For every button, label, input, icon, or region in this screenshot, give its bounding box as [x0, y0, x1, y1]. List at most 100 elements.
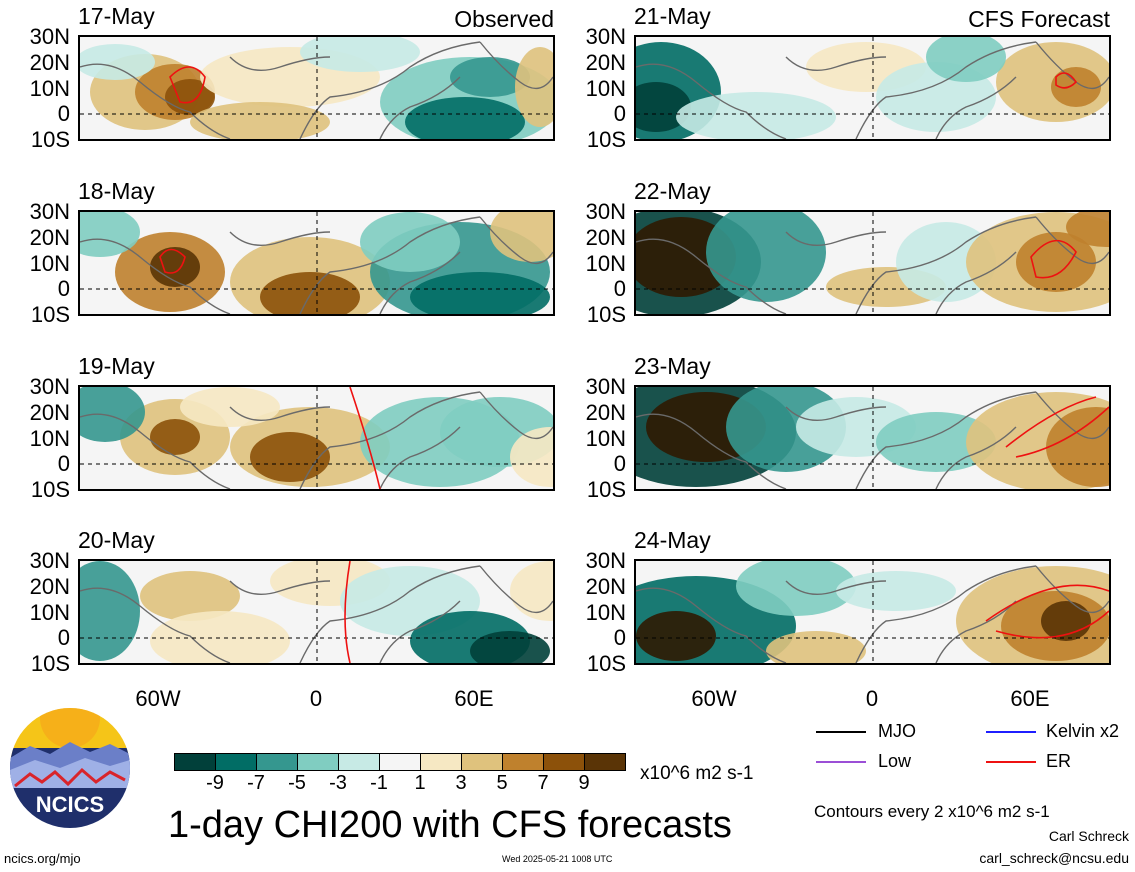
er-contour	[1005, 396, 1109, 458]
lat-label: 10N	[585, 76, 626, 101]
lat-label: 30N	[585, 374, 626, 399]
lat-label: 30N	[585, 548, 626, 573]
coastline	[935, 600, 1017, 663]
chi200-anomaly-region	[766, 631, 866, 663]
legend-label-low: Low	[878, 751, 912, 771]
map-observed-17-may	[78, 35, 555, 141]
lat-label: 10N	[585, 426, 626, 451]
er-contour	[169, 66, 206, 104]
chi200-anomaly-region	[515, 47, 553, 127]
chi200-anomaly-region	[836, 571, 956, 611]
map-forecast-23-may	[634, 385, 1111, 491]
chi200-anomaly-region	[260, 272, 360, 314]
colorbar-swatch	[420, 753, 462, 771]
colorbar-tick-label: -9	[206, 772, 224, 794]
chi200-anomaly-region	[150, 419, 200, 455]
lat-label: 30N	[29, 24, 70, 49]
colorbar-tick-label: 5	[496, 772, 508, 794]
lat-label: 10S	[30, 127, 70, 152]
lat-label: 0	[613, 101, 626, 126]
colorbar-tick-label: 3	[455, 772, 467, 794]
legend-label-er: ER	[1046, 751, 1072, 771]
er-contour	[1055, 72, 1078, 89]
colorbar-tick-label: -5	[288, 772, 306, 794]
coastline	[636, 238, 787, 314]
chi200-anomaly-region	[80, 561, 140, 661]
lat-label: 30N	[29, 548, 70, 573]
chi200-anomaly-region	[470, 631, 550, 663]
er-contour	[1030, 239, 1077, 279]
lat-label: 30N	[585, 24, 626, 49]
lat-label: 20N	[29, 225, 70, 250]
chi200-anomaly-region	[896, 222, 996, 302]
lat-label: 0	[613, 276, 626, 301]
chi200-anomaly-region	[410, 272, 550, 314]
lon-label-0-right: 0	[865, 686, 879, 711]
main-title: 1-day CHI200 with CFS forecasts	[168, 804, 732, 846]
colorbar-tick-label: -3	[329, 772, 347, 794]
coastline	[935, 426, 1017, 489]
contour-note: Contours every 2 x10^6 m2 s-1	[814, 802, 1050, 821]
chi200-anomaly-region	[706, 212, 826, 302]
er-contour	[344, 561, 351, 663]
panel-date-observed-2: 18-May	[78, 178, 155, 204]
observed-column-title: Observed	[454, 6, 554, 32]
forecast-column-title: CFS Forecast	[968, 6, 1110, 32]
lat-label: 30N	[585, 199, 626, 224]
lat-label: 0	[57, 625, 70, 650]
chi200-anomaly-region	[190, 102, 330, 139]
coastline	[636, 63, 787, 139]
coastline	[229, 231, 331, 246]
coastline	[479, 391, 553, 440]
lat-label: 10N	[29, 600, 70, 625]
coastline	[379, 251, 461, 314]
lat-label: 20N	[585, 400, 626, 425]
lat-label: 20N	[29, 50, 70, 75]
wave-legend: MJO Kelvin x2 Low ER	[816, 720, 1126, 780]
colorbar-tick-label: -7	[247, 772, 265, 794]
lat-label: 10S	[30, 651, 70, 676]
coastline	[379, 426, 461, 489]
chi200-anomaly-region	[510, 427, 553, 487]
chi200-anomaly-region	[676, 92, 836, 139]
site-url: ncics.org/mjo	[4, 851, 81, 866]
logo-text: NCICS	[36, 792, 104, 817]
chi200-anomaly-region	[250, 432, 330, 482]
coastline	[479, 216, 553, 265]
legend-label-kelvin: Kelvin x2	[1046, 721, 1120, 741]
chi200-anomaly-region	[490, 212, 553, 262]
lat-label: 10S	[30, 477, 70, 502]
lat-label: 10N	[585, 251, 626, 276]
legend-line-er	[986, 761, 1036, 763]
lat-label: 10S	[586, 302, 626, 327]
coastline	[229, 406, 331, 421]
lat-label: 0	[57, 101, 70, 126]
colorbar-units: x10^6 m2 s-1	[640, 763, 754, 784]
legend-line-low	[816, 761, 866, 763]
coastline	[636, 413, 787, 489]
coastline	[229, 580, 331, 595]
coastline	[80, 238, 231, 314]
chi200-anomaly-region	[140, 571, 240, 621]
lon-label-60w-right: 60W	[691, 686, 737, 711]
panel-date-forecast-2: 22-May	[634, 178, 711, 204]
map-forecast-22-may	[634, 210, 1111, 316]
coastline	[80, 63, 231, 139]
legend-line-mjo	[816, 731, 866, 733]
colorbar-tick-label: -1	[370, 772, 388, 794]
lat-label: 10S	[586, 651, 626, 676]
coastline	[479, 41, 553, 90]
coastline	[935, 76, 1017, 139]
coastline	[785, 580, 887, 595]
lon-label-60e-right: 60E	[1010, 686, 1050, 711]
lon-label-60e-left: 60E	[454, 686, 494, 711]
author-name: Carl Schreck	[1048, 828, 1129, 844]
chi200-anomaly-region	[80, 212, 140, 257]
legend-label-mjo: MJO	[878, 721, 916, 741]
map-observed-19-may	[78, 385, 555, 491]
lat-label: 0	[57, 451, 70, 476]
colorbar-swatch	[297, 753, 339, 771]
lat-label: 30N	[29, 199, 70, 224]
chi200-anomaly-region	[636, 611, 716, 661]
map-forecast-24-may	[634, 559, 1111, 665]
